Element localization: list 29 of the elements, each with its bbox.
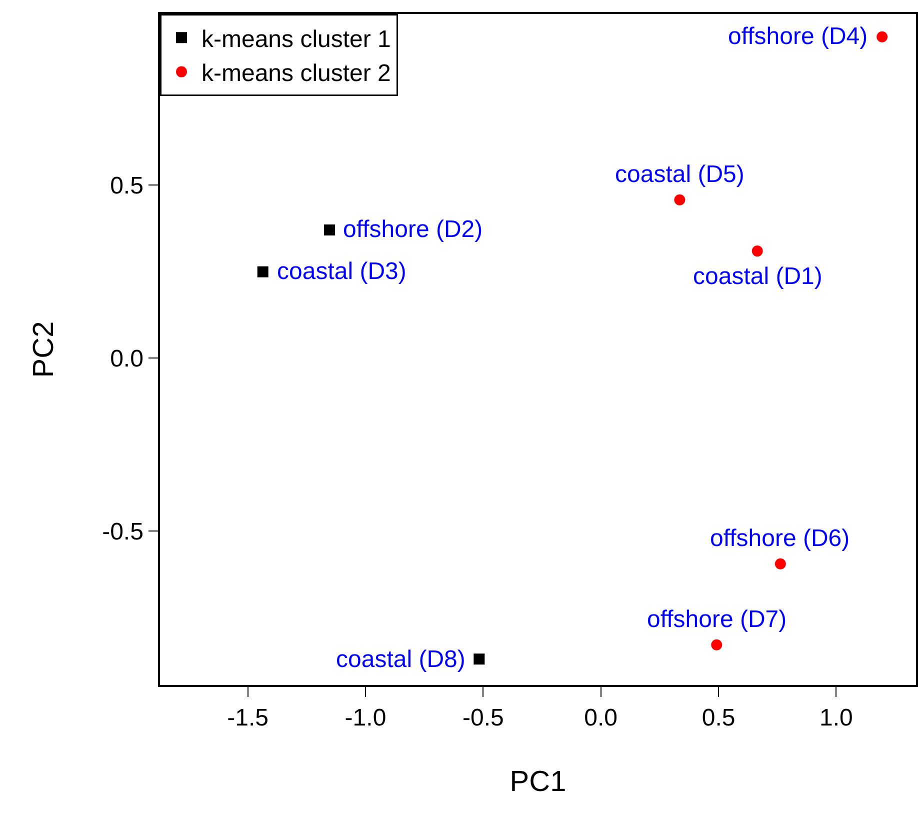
- y-tick-label: 0.5: [110, 172, 144, 200]
- annotation: coastal (D8): [336, 646, 466, 673]
- x-tick-label: -1.0: [344, 704, 386, 732]
- point: [876, 31, 888, 42]
- point: [711, 639, 722, 650]
- x-tick-label: 0.0: [584, 704, 618, 732]
- annotation: offshore (D4): [728, 23, 868, 50]
- point: [474, 654, 485, 665]
- x-tick-label: -0.5: [462, 704, 504, 732]
- annotation: offshore (D6): [710, 525, 850, 552]
- y-axis-title: PC2: [28, 321, 60, 378]
- point: [674, 194, 686, 206]
- annotation: offshore (D7): [647, 606, 787, 633]
- point: [752, 246, 763, 257]
- annotation: coastal (D3): [277, 258, 406, 285]
- point: [324, 224, 335, 236]
- legend-label: k-means cluster 2: [202, 60, 391, 88]
- y-tick-label: 0.0: [110, 345, 144, 372]
- x-tick-label: 0.5: [702, 704, 736, 732]
- annotation: coastal (D1): [693, 263, 822, 290]
- x-axis-title: PC1: [510, 766, 566, 798]
- y-tick-label: -0.5: [102, 518, 144, 546]
- point: [774, 558, 786, 570]
- legend-label: k-means cluster 1: [202, 26, 391, 53]
- point: [257, 266, 268, 278]
- annotation: coastal (D5): [615, 161, 744, 188]
- x-tick-label: -1.5: [227, 704, 268, 732]
- x-tick-label: 1.0: [820, 704, 853, 732]
- annotation: offshore (D2): [343, 216, 483, 243]
